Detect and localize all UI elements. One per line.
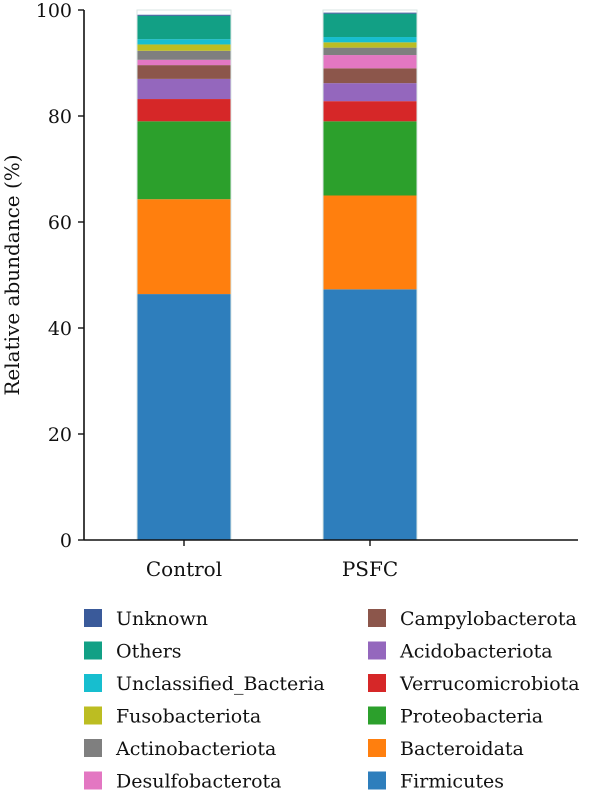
bar-segment-control-others [137,15,231,40]
axes-group: 0 20 40 60 80 100 Control PSFC [36,0,578,581]
y-tick-label: 80 [48,106,72,128]
legend-label-firmicutes: Firmicutes [400,771,504,792]
legend-swatch-acidobacteriota [368,641,386,660]
bar-segment-psfc-others [323,13,417,38]
y-axis-label: Relative abundance (%) [0,154,24,395]
y-tick-label: 20 [48,424,72,446]
legend-label-unclassified-bacteria: Unclassified_Bacteria [116,673,325,695]
legend-swatch-verrucomicrobiota [368,674,386,692]
legend-label-campylobacterota: Campylobacterota [400,608,577,630]
legend-label-desulfobacterota: Desulfobacterota [116,771,282,792]
legend-swatch-firmicutes [368,771,386,790]
bar-segment-control-campylobacterota [137,65,231,79]
legend-label-others: Others [116,641,182,663]
bar-segment-control-actinobacteriota [137,50,231,60]
bar-segment-psfc-desulfobacterota [323,55,417,69]
bar-segment-control-acidobacteriota [137,78,231,100]
legend-label-fusobacteriota: Fusobacteriota [116,706,261,728]
y-tick-label: 40 [48,318,72,340]
bar-segment-control-verrucomicrobiota [137,99,231,122]
bar-segment-control-bacteroidata [137,199,231,295]
bar-segment-psfc-unknown [323,12,417,14]
legend-label-unknown: Unknown [116,608,208,630]
bar-segment-psfc-unclassified-bacteria [323,37,417,43]
legend-swatch-actinobacteriota [84,739,102,757]
legend-swatch-unknown [84,609,102,627]
legend-swatch-bacteroidata [368,739,386,757]
legend-swatch-desulfobacterota [84,771,102,790]
bar-segment-control-unknown [137,14,231,16]
legend-swatch-unclassified-bacteria [84,674,102,692]
bar-segment-psfc-verrucomicrobiota [323,101,417,122]
legend-label-acidobacteriota: Acidobacteriota [399,641,553,663]
x-tick-label-control: Control [146,557,222,581]
y-tick-label: 60 [48,212,72,234]
bar-segment-control-fusobacteriota [137,44,231,51]
y-tick-label: 0 [60,530,72,552]
legend-swatch-proteobacteria [368,706,386,725]
bar-segment-control-unclassified-bacteria [137,39,231,45]
legend-swatch-others [84,641,102,660]
bar-segment-psfc-fusobacteriota [323,42,417,48]
legend: Unknown Others Unclassified_Bacteria Fusoba… [84,608,580,792]
bar-segment-psfc-campylobacterota [323,68,417,84]
bar-segment-psfc-acidobacteriota [323,83,417,102]
bar-segment-control-desulfobacterota [137,59,231,66]
bar-segment-psfc-firmicutes [323,289,417,540]
bars-group [136,9,418,541]
legend-label-actinobacteriota: Actinobacteriota [115,738,276,760]
bar-segment-control-proteobacteria [137,121,231,200]
legend-swatch-campylobacterota [368,609,386,627]
legend-swatch-fusobacteriota [84,706,102,725]
bar-segment-control-firmicutes [137,294,231,540]
legend-label-bacteroidata: Bacteroidata [400,738,524,760]
bar-segment-psfc-bacteroidata [323,195,417,290]
bar-segment-psfc-actinobacteriota [323,47,417,56]
legend-label-proteobacteria: Proteobacteria [400,706,543,728]
x-tick-label-psfc: PSFC [342,557,398,581]
y-tick-label: 100 [36,0,72,22]
bar-segment-psfc-proteobacteria [323,121,417,196]
legend-label-verrucomicrobiota: Verrucomicrobiota [399,673,580,695]
